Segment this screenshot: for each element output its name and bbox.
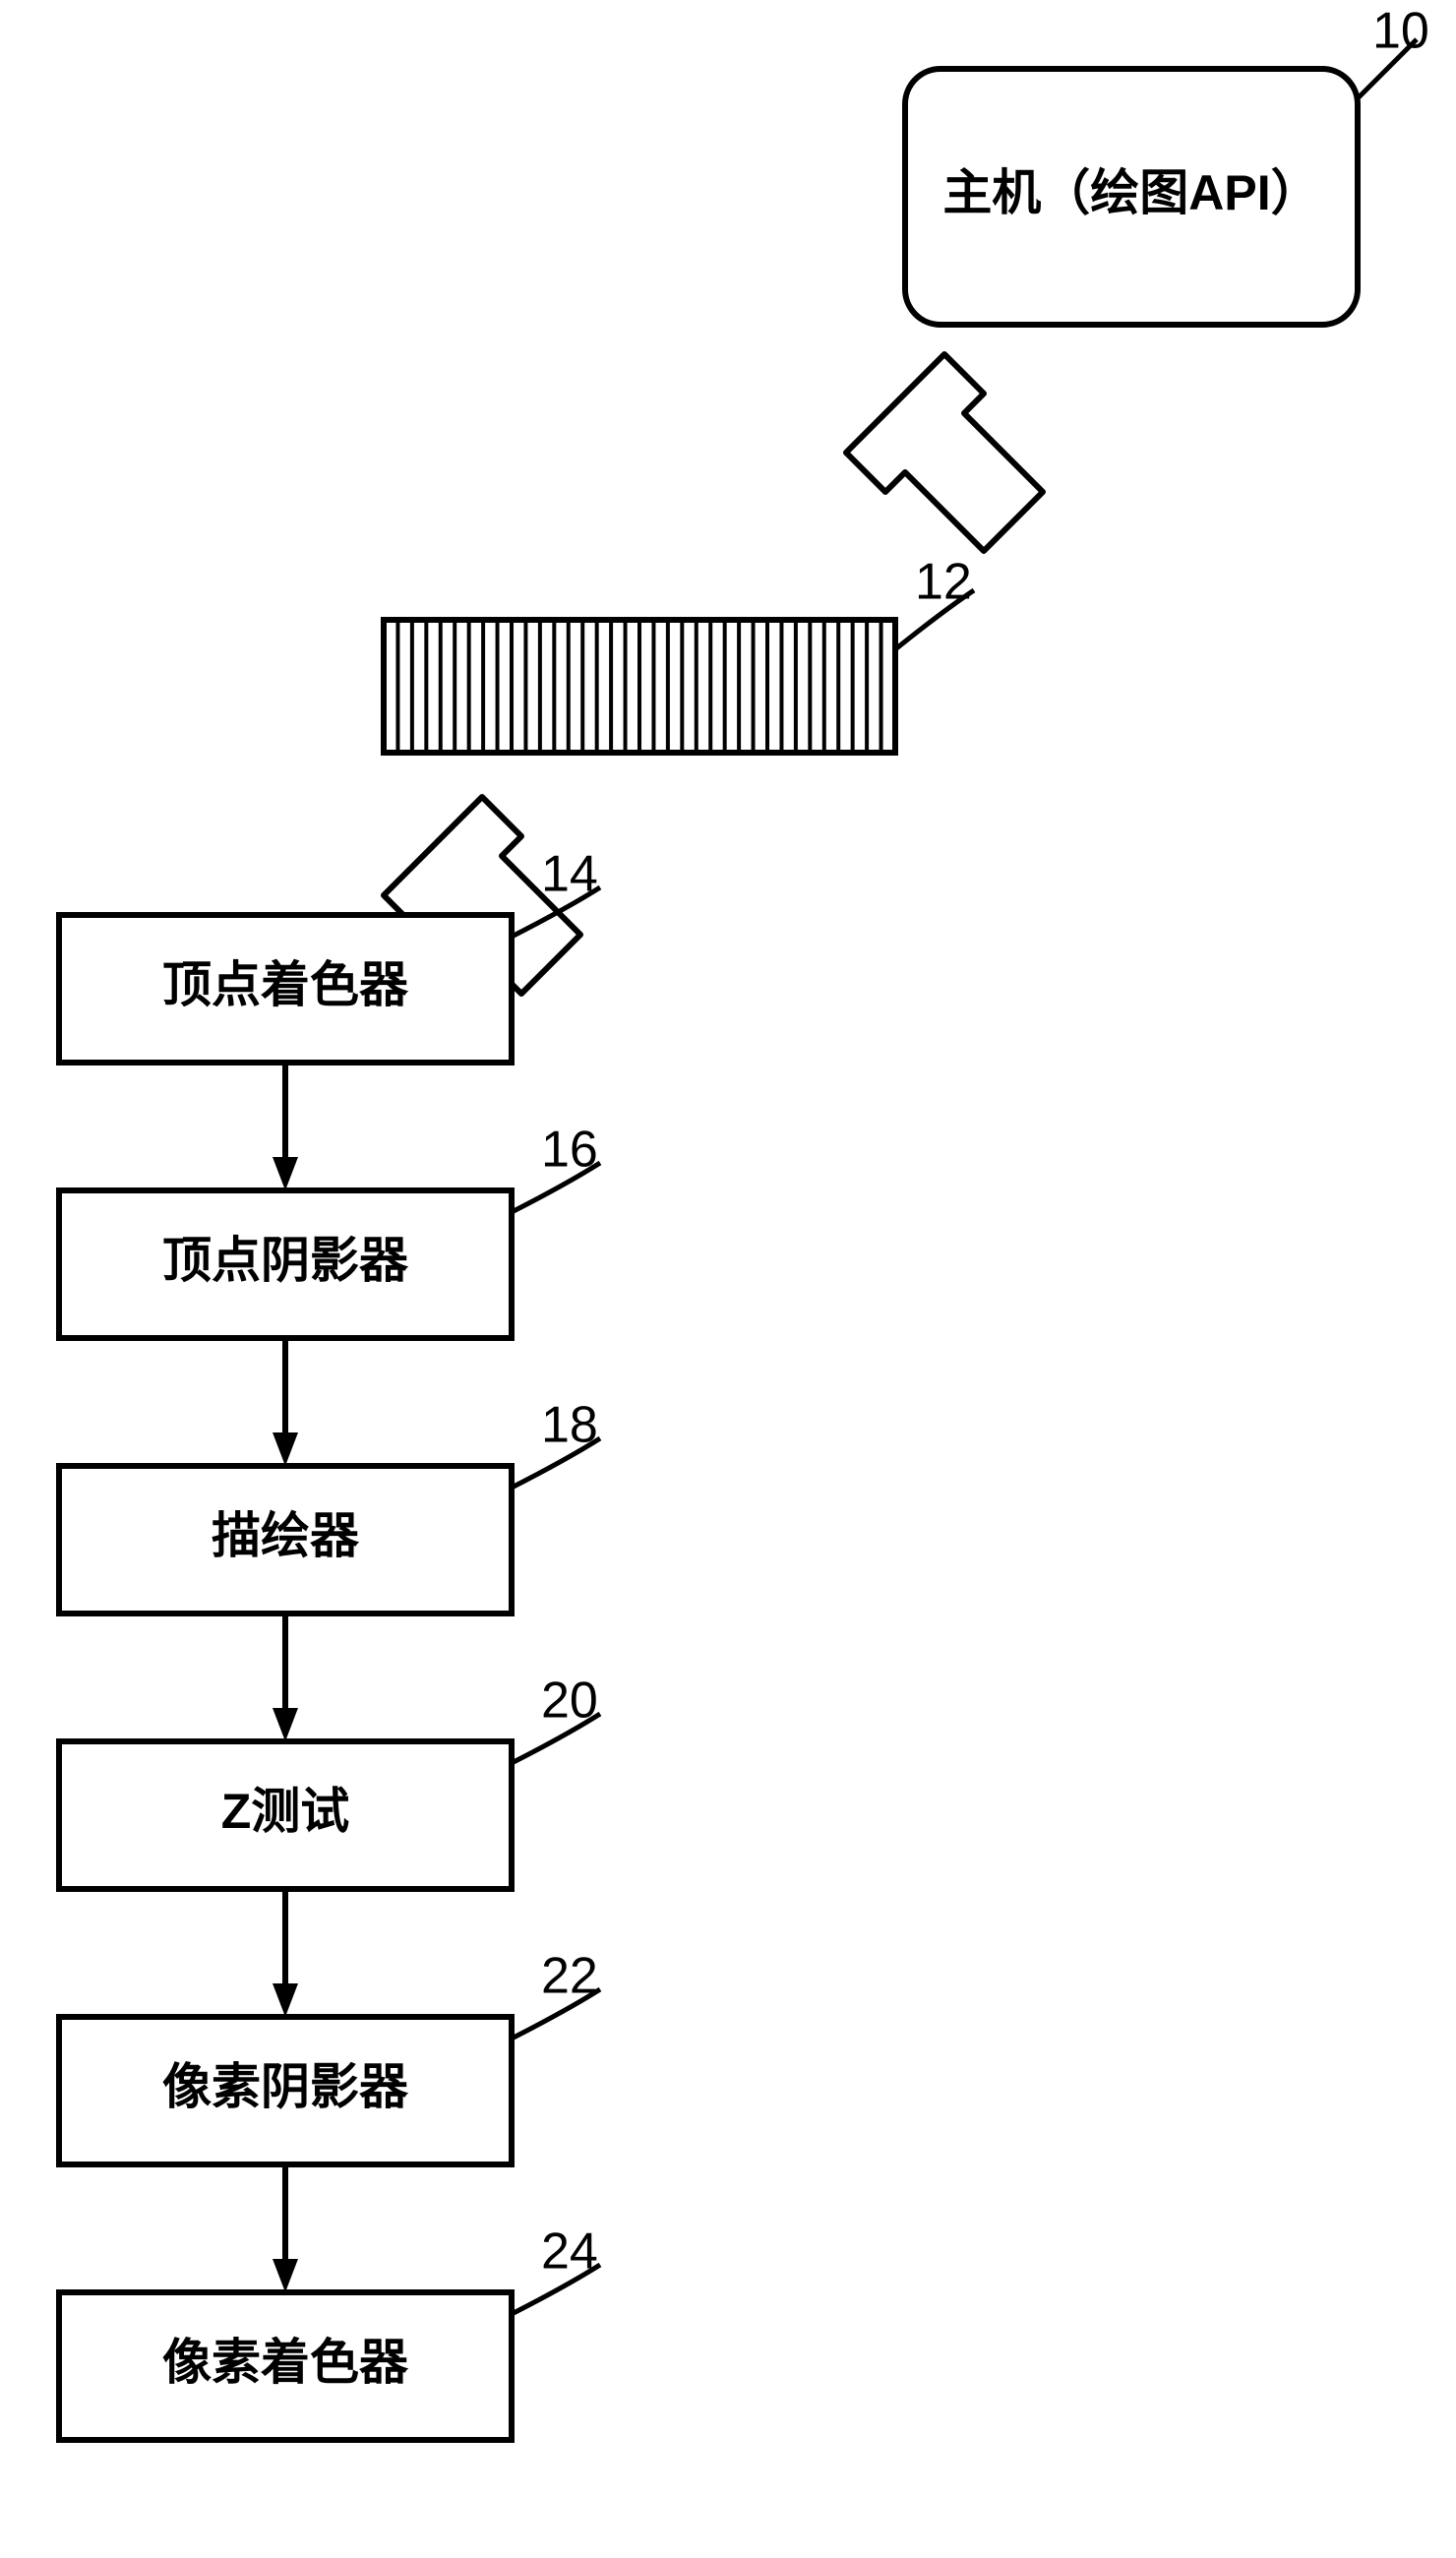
stage-arrow-head-2 [273,1708,298,1741]
stage-callout-1-label: 16 [541,1122,598,1179]
stage-callout-3-label: 20 [541,1673,598,1730]
diagram-canvas: 主机（绘图API） 10 12 顶点着色器 14 顶点阴影器 16 描绘器 18 Z测试 20 像素阴… [0,0,1456,2558]
stage-label-0: 顶点着色器 [162,957,409,1012]
stage-callout-4-label: 22 [541,1948,598,2005]
stage-arrow-head-0 [273,1157,298,1190]
stage-arrow-head-1 [273,1432,298,1466]
stage-label-3: Z测试 [221,1784,350,1839]
stage-arrow-head-3 [273,1983,298,2017]
stage-callout-0-label: 14 [541,846,598,903]
stage-label-5: 像素着色器 [162,2335,409,2390]
stage-label-1: 顶点阴影器 [162,1233,409,1288]
stage-arrow-head-4 [273,2259,298,2292]
stage-label-4: 像素阴影器 [162,2059,409,2114]
stage-callout-2-label: 18 [541,1397,598,1454]
stage-label-2: 描绘器 [212,1508,360,1563]
block-arrow-1 [846,354,1043,551]
host-box-label: 主机（绘图API） [942,165,1319,220]
host-callout-label: 10 [1372,3,1429,60]
buffer-callout-label: 12 [915,554,972,611]
stage-callout-5-label: 24 [541,2223,598,2281]
